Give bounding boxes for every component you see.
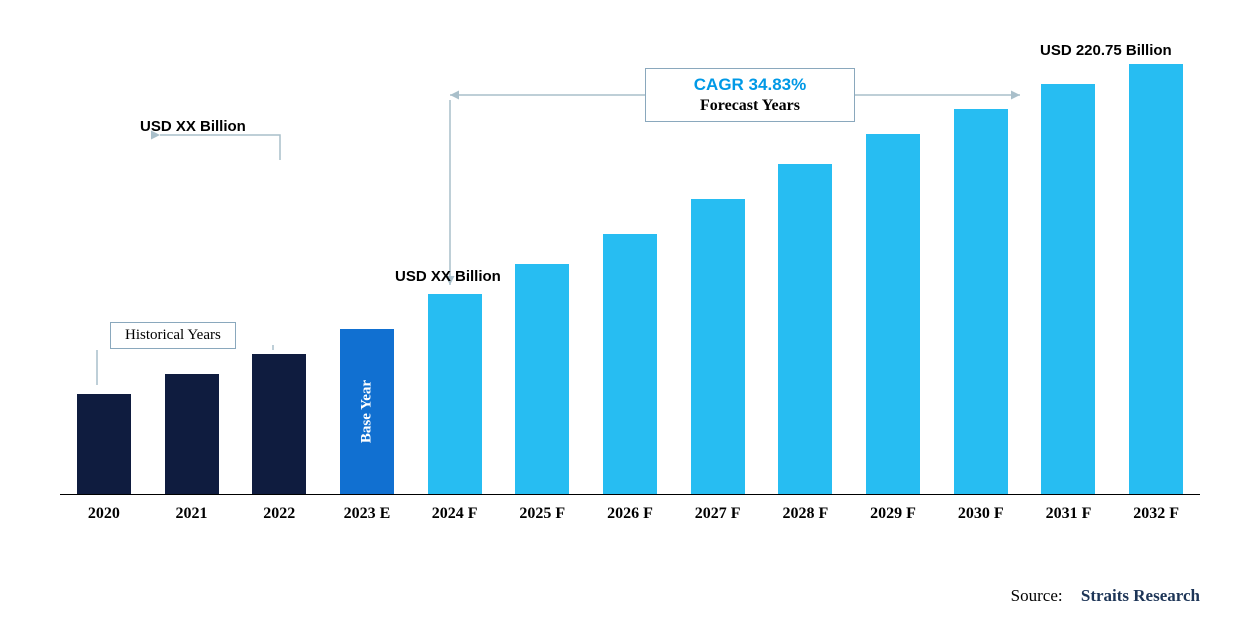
bar-2025-F xyxy=(515,264,569,494)
callout-2021-value: USD XX Billion xyxy=(140,118,246,135)
bar-2030-F xyxy=(954,109,1008,494)
x-label-2024-F: 2024 F xyxy=(415,505,495,523)
market-forecast-chart: Historical Years CAGR 34.83% Forecast Ye… xyxy=(60,40,1200,560)
x-label-2031-F: 2031 F xyxy=(1028,505,1108,523)
base-year-label: Base Year xyxy=(358,379,375,442)
bar-2026-F xyxy=(603,234,657,494)
x-label-2023-E: 2023 E xyxy=(327,505,407,523)
bar-2023-E: Base Year xyxy=(340,329,394,494)
bar-2027-F xyxy=(691,199,745,494)
x-label-2020: 2020 xyxy=(64,505,144,523)
source-brand: Straits Research xyxy=(1081,586,1200,605)
forecast-years-label: Forecast Years xyxy=(666,97,834,115)
x-label-2029-F: 2029 F xyxy=(853,505,933,523)
bar-2031-F xyxy=(1041,84,1095,494)
x-label-2022: 2022 xyxy=(239,505,319,523)
x-label-2027-F: 2027 F xyxy=(678,505,758,523)
historical-years-label: Historical Years xyxy=(125,327,221,343)
x-label-2021: 2021 xyxy=(152,505,232,523)
x-label-2026-F: 2026 F xyxy=(590,505,670,523)
x-label-2030-F: 2030 F xyxy=(941,505,1021,523)
x-label-2032-F: 2032 F xyxy=(1116,505,1196,523)
source-attribution: Source: Straits Research xyxy=(1011,586,1200,606)
bar-2020 xyxy=(77,394,131,494)
bar-2024-F xyxy=(428,294,482,494)
callout-2024-value: USD XX Billion xyxy=(395,268,501,285)
x-label-2028-F: 2028 F xyxy=(765,505,845,523)
cagr-forecast-box: CAGR 34.83% Forecast Years xyxy=(645,68,855,122)
source-label: Source: xyxy=(1011,586,1063,605)
cagr-value: CAGR 34.83% xyxy=(666,75,834,95)
callout-2032-value: USD 220.75 Billion xyxy=(1040,42,1172,59)
bar-2032-F xyxy=(1129,64,1183,494)
x-label-2025-F: 2025 F xyxy=(502,505,582,523)
bar-2021 xyxy=(165,374,219,494)
bar-2029-F xyxy=(866,134,920,494)
historical-years-box: Historical Years xyxy=(110,322,236,349)
bar-2028-F xyxy=(778,164,832,494)
bar-2022 xyxy=(252,354,306,494)
plot-area: Historical Years CAGR 34.83% Forecast Ye… xyxy=(60,40,1200,495)
x-axis-labels: 2020 2021 2022 2023 E 2024 F 2025 F 2026 F 2027… xyxy=(60,505,1200,535)
